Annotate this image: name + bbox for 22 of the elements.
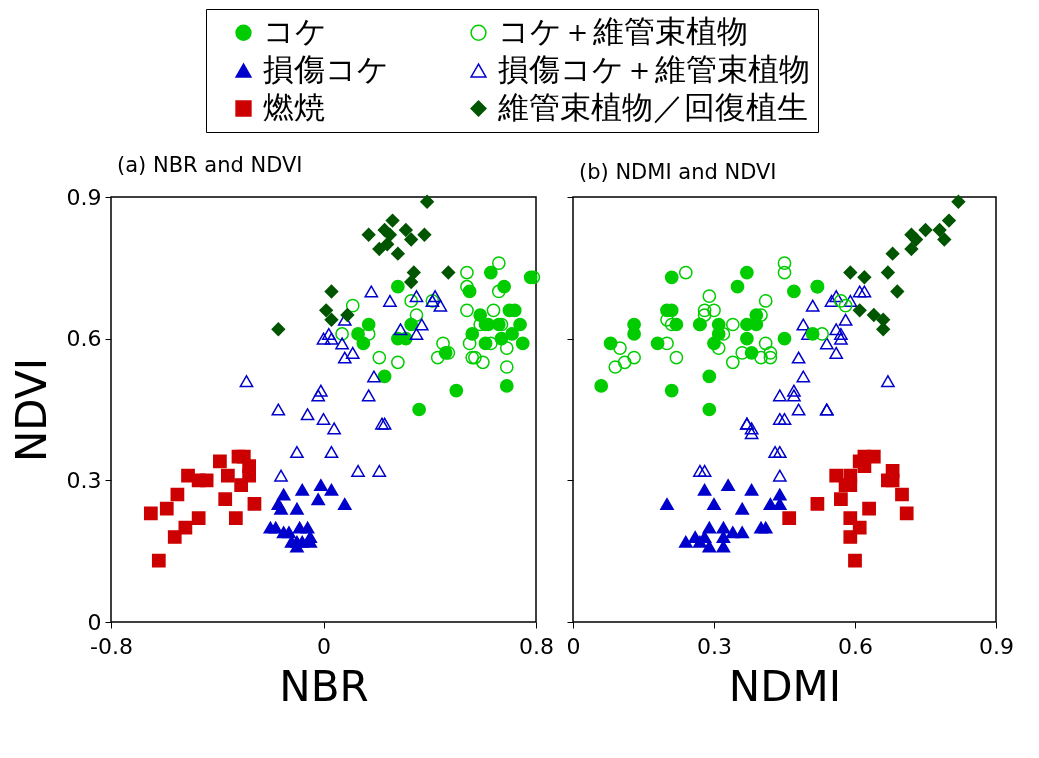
chart-title: (a) NBR and NDVI (117, 153, 303, 177)
y-tick-label: 0.6 (66, 326, 102, 352)
y-tick-label: 0.3 (66, 467, 102, 493)
x-tick-label: 0.3 (697, 633, 732, 659)
y-tick-label: 0 (87, 609, 102, 635)
legend-label: 損傷コケ＋維管束植物 (498, 50, 810, 87)
legend-label: コケ＋維管束植物 (498, 12, 748, 49)
x-axis-title: NDMI (728, 661, 842, 711)
x-tick-label: 0 (566, 633, 581, 659)
x-tick-label: 0.9 (979, 633, 1014, 659)
legend-label: 損傷コケ (263, 50, 389, 87)
legend-label: 燃焼 (263, 88, 325, 125)
x-tick-label: -0.8 (90, 633, 133, 659)
x-tick-label: 0 (317, 633, 331, 659)
y-tick-label: 0.9 (66, 184, 102, 210)
legend-label: 維管束植物／回復植生 (497, 88, 808, 125)
x-tick-label: 0.8 (519, 633, 554, 659)
x-axis-title: NBR (279, 661, 369, 711)
legend-label: コケ (263, 12, 327, 49)
y-axis-title: NDVI (6, 357, 56, 463)
chart-title: (b) NDMI and NDVI (579, 159, 777, 184)
x-tick-label: 0.6 (838, 633, 873, 659)
